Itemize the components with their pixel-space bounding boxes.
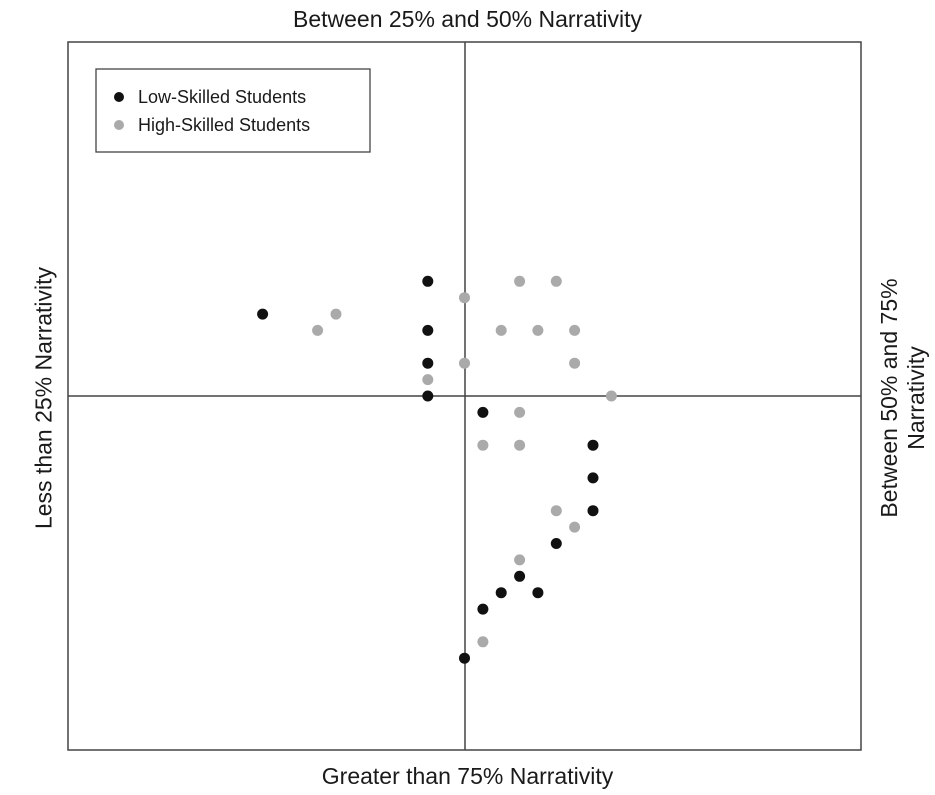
top-axis-label: Between 25% and 50% Narrativity [292, 6, 643, 32]
point-low-skilled-13 [477, 603, 489, 615]
legend: Low-Skilled Students High-Skilled Studen… [95, 68, 371, 153]
legend-box [95, 68, 371, 153]
point-low-skilled-8 [587, 505, 599, 517]
point-high-skilled-12 [514, 406, 526, 418]
point-low-skilled-0 [257, 308, 269, 320]
point-low-skilled-10 [514, 570, 526, 582]
point-low-skilled-11 [495, 587, 507, 599]
point-low-skilled-2 [422, 324, 434, 336]
point-low-skilled-12 [532, 587, 544, 599]
point-low-skilled-5 [477, 406, 489, 418]
legend-marker-high-skilled [114, 120, 124, 130]
point-low-skilled-1 [422, 275, 434, 287]
point-low-skilled-7 [587, 472, 599, 484]
point-high-skilled-5 [495, 324, 507, 336]
point-low-skilled-6 [587, 439, 599, 451]
point-low-skilled-9 [550, 538, 562, 549]
point-high-skilled-11 [605, 390, 617, 402]
point-high-skilled-13 [477, 439, 489, 451]
point-high-skilled-16 [569, 521, 581, 533]
point-high-skilled-4 [550, 275, 562, 287]
point-high-skilled-2 [459, 292, 470, 304]
point-high-skilled-6 [532, 324, 544, 336]
point-low-skilled-3 [422, 357, 434, 369]
legend-marker-low-skilled [114, 92, 124, 102]
point-high-skilled-7 [569, 324, 581, 336]
data-points [257, 275, 617, 664]
legend-label-low-skilled: Low-Skilled Students [138, 87, 306, 107]
point-high-skilled-9 [569, 357, 581, 369]
point-high-skilled-14 [514, 439, 526, 451]
point-high-skilled-18 [477, 636, 489, 648]
point-low-skilled-14 [459, 652, 470, 664]
point-high-skilled-10 [422, 374, 434, 386]
point-high-skilled-1 [330, 308, 342, 320]
bottom-axis-label: Greater than 75% Narrativity [321, 763, 614, 789]
point-low-skilled-4 [422, 390, 434, 402]
point-high-skilled-8 [459, 357, 470, 369]
point-high-skilled-0 [312, 324, 324, 336]
point-high-skilled-3 [514, 275, 526, 287]
point-high-skilled-17 [514, 554, 526, 566]
legend-label-high-skilled: High-Skilled Students [138, 115, 310, 135]
point-high-skilled-15 [550, 505, 562, 517]
